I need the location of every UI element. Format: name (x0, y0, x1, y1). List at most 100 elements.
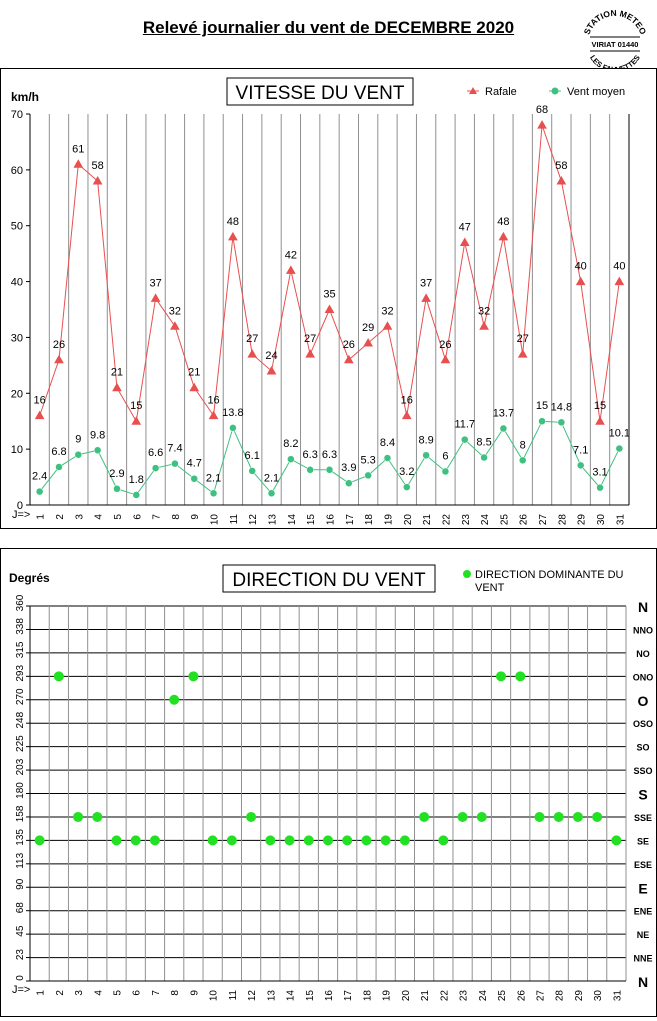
data-point-rafale (517, 349, 528, 358)
x-tick-label: 26 (516, 990, 527, 1002)
x-tick-label: 20 (403, 514, 414, 526)
x-tick-label: 3 (74, 514, 85, 520)
x-tick-label: 5 (113, 990, 124, 996)
x-tick-label: 1 (36, 990, 47, 996)
data-point-rafale (285, 265, 296, 274)
data-point-vent-moyen (113, 485, 121, 493)
x-tick-label: 14 (287, 514, 298, 526)
y-tick-label: 360 (15, 594, 26, 611)
y-tick-label: 315 (15, 641, 26, 658)
x-tick-label: 29 (577, 514, 588, 526)
data-label: 48 (227, 216, 239, 228)
direction-point (92, 811, 103, 822)
x-tick-label: 8 (171, 514, 182, 520)
direction-label: SSE (634, 813, 652, 823)
y-tick-label: 270 (15, 688, 26, 705)
direction-point (73, 811, 84, 822)
direction-point (284, 835, 295, 846)
x-tick-label: 13 (268, 514, 279, 526)
data-point-vent-moyen (518, 456, 527, 465)
x-tick-label: 6 (132, 514, 143, 520)
direction-label: OSO (633, 719, 653, 729)
x-tick-label: 12 (247, 990, 258, 1002)
y-tick-label: 225 (15, 735, 26, 752)
data-point-rafale (575, 276, 586, 286)
direction-point (34, 835, 45, 846)
data-label: 40 (575, 261, 587, 273)
data-point-rafale (150, 293, 161, 302)
data-label: 21 (111, 367, 123, 379)
direction-point (342, 835, 353, 846)
data-label: 6.8 (51, 446, 66, 458)
data-point-rafale (247, 349, 258, 358)
y-tick-label: 68 (15, 902, 26, 914)
data-label: 13.7 (493, 407, 514, 419)
data-point-vent-moyen (615, 444, 624, 453)
x-tick-label: 15 (306, 514, 317, 526)
y-tick-label: 10 (11, 444, 23, 456)
y-tick-label: 338 (15, 618, 26, 635)
data-label: 47 (459, 221, 471, 233)
direction-label: ONO (633, 672, 654, 682)
y-tick-label: 20 (11, 388, 23, 400)
direction-point (534, 811, 545, 822)
data-label: 9.8 (90, 429, 105, 441)
x-tick-label: 4 (93, 990, 104, 996)
data-point-rafale (54, 354, 64, 364)
data-point-vent-moyen (422, 451, 430, 460)
direction-point (553, 811, 564, 822)
x-tick-label: 27 (538, 514, 549, 526)
x-tick-label: 17 (345, 514, 356, 526)
y-tick-label: 70 (11, 109, 23, 121)
data-point-rafale (189, 382, 200, 392)
data-label: 10.1 (609, 428, 630, 440)
data-point-vent-moyen (364, 471, 372, 480)
svg-text:STATION METEO: STATION METEO (582, 8, 649, 36)
chart-title: VITESSE DU VENT (236, 83, 405, 104)
data-point-rafale (228, 231, 238, 241)
x-tick-label: 25 (499, 514, 510, 526)
x-tick-label: 27 (535, 990, 546, 1002)
direction-point (380, 835, 391, 846)
data-point-rafale (208, 410, 219, 420)
direction-point (303, 835, 314, 846)
data-point-rafale (131, 416, 142, 425)
direction-label: N (638, 599, 648, 615)
y-tick-label: 60 (11, 165, 23, 177)
data-label: 35 (323, 289, 335, 301)
data-label: 42 (285, 249, 297, 261)
data-label: 16 (34, 395, 46, 407)
data-label: 37 (420, 277, 432, 289)
x-axis-label: J=> (12, 509, 30, 521)
x-tick-label: 21 (420, 990, 431, 1002)
data-label: 13.8 (222, 407, 243, 419)
direction-point (496, 671, 507, 682)
data-point-rafale (34, 410, 45, 420)
data-label: 6.6 (148, 447, 163, 459)
legend-marker (551, 87, 559, 95)
direction-label: SSO (633, 766, 652, 776)
legend-label-line1: DIRECTION DOMINANTE DU (475, 569, 624, 581)
x-tick-label: 6 (132, 990, 143, 996)
y-tick-label: 0 (15, 975, 26, 981)
data-point-rafale (556, 176, 567, 185)
x-tick-label: 19 (383, 514, 394, 526)
x-tick-label: 25 (497, 990, 508, 1002)
data-label: 8.5 (476, 437, 491, 449)
data-label: 3.9 (341, 462, 356, 474)
data-point-vent-moyen (229, 424, 237, 432)
data-point-vent-moyen (132, 491, 141, 499)
data-label: 58 (92, 160, 104, 172)
legend-label: Rafale (485, 86, 517, 98)
data-point-rafale (459, 237, 470, 246)
data-label: 14.8 (551, 401, 572, 413)
x-tick-label: 19 (382, 990, 393, 1002)
data-point-rafale (324, 304, 335, 313)
data-label: 15 (130, 400, 142, 412)
x-tick-label: 20 (401, 990, 412, 1002)
x-tick-label: 8 (170, 990, 181, 996)
x-tick-label: 4 (94, 514, 105, 520)
data-label: 15 (594, 400, 606, 412)
